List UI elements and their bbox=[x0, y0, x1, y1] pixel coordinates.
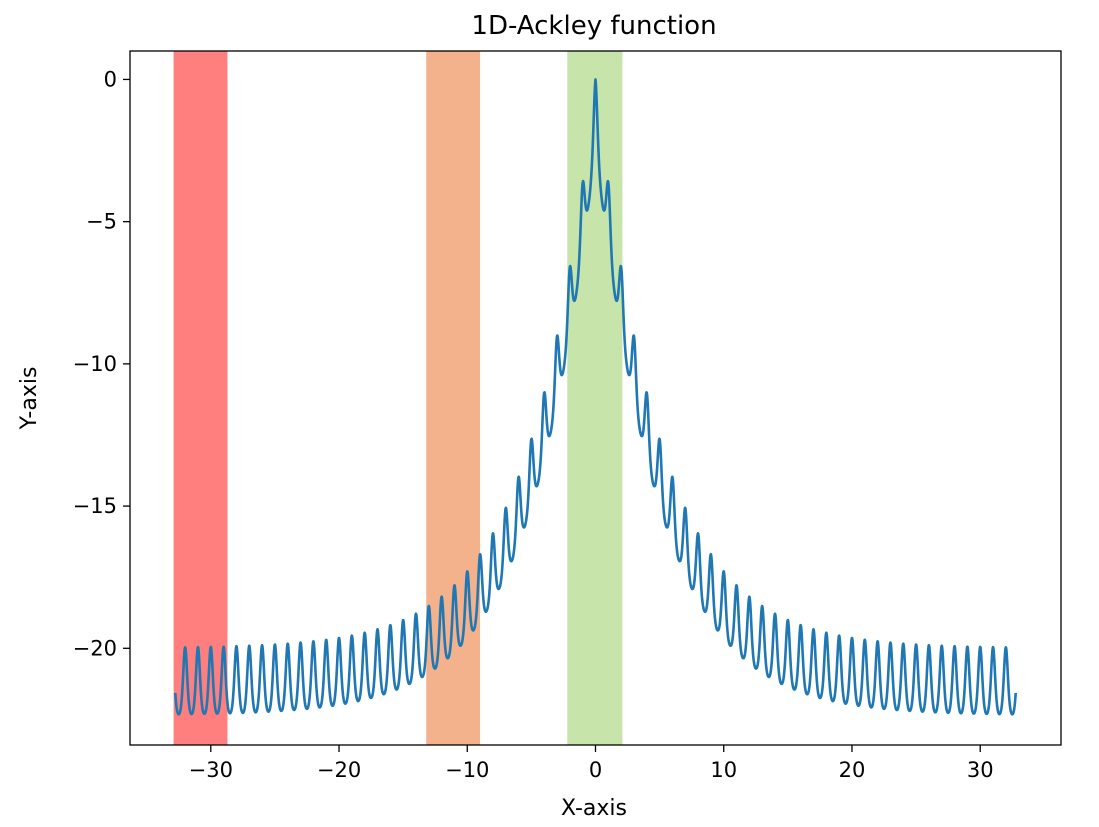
y-tick-label: 0 bbox=[104, 67, 117, 91]
y-tick-label: −10 bbox=[73, 352, 117, 376]
x-tick-label: 10 bbox=[710, 758, 737, 782]
highlight-band-3 bbox=[567, 51, 623, 745]
x-tick-label: 30 bbox=[967, 758, 994, 782]
highlight-bands bbox=[173, 51, 623, 745]
y-tick-label: −15 bbox=[73, 494, 117, 518]
x-tick-label: 20 bbox=[839, 758, 866, 782]
series-layer bbox=[173, 78, 1018, 716]
y-tick-label: −20 bbox=[73, 636, 117, 660]
x-tick-label: −20 bbox=[317, 758, 361, 782]
x-tick-label: −30 bbox=[189, 758, 233, 782]
chart-title: 1D-Ackley function bbox=[471, 11, 716, 41]
highlight-band-2 bbox=[426, 51, 481, 745]
highlight-band-1 bbox=[173, 51, 228, 745]
x-axis-label: X-axis bbox=[561, 796, 627, 821]
x-axis-ticks: −30 −20 −10 0 10 20 30 bbox=[189, 745, 994, 782]
y-axis-label: Y-axis bbox=[17, 367, 42, 431]
y-axis-ticks: 0 −5 −10 −15 −20 bbox=[73, 67, 130, 660]
x-tick-label: −10 bbox=[445, 758, 489, 782]
x-tick-label: 0 bbox=[589, 758, 602, 782]
y-tick-label: −5 bbox=[86, 210, 117, 234]
series-line-1 bbox=[173, 78, 1018, 716]
